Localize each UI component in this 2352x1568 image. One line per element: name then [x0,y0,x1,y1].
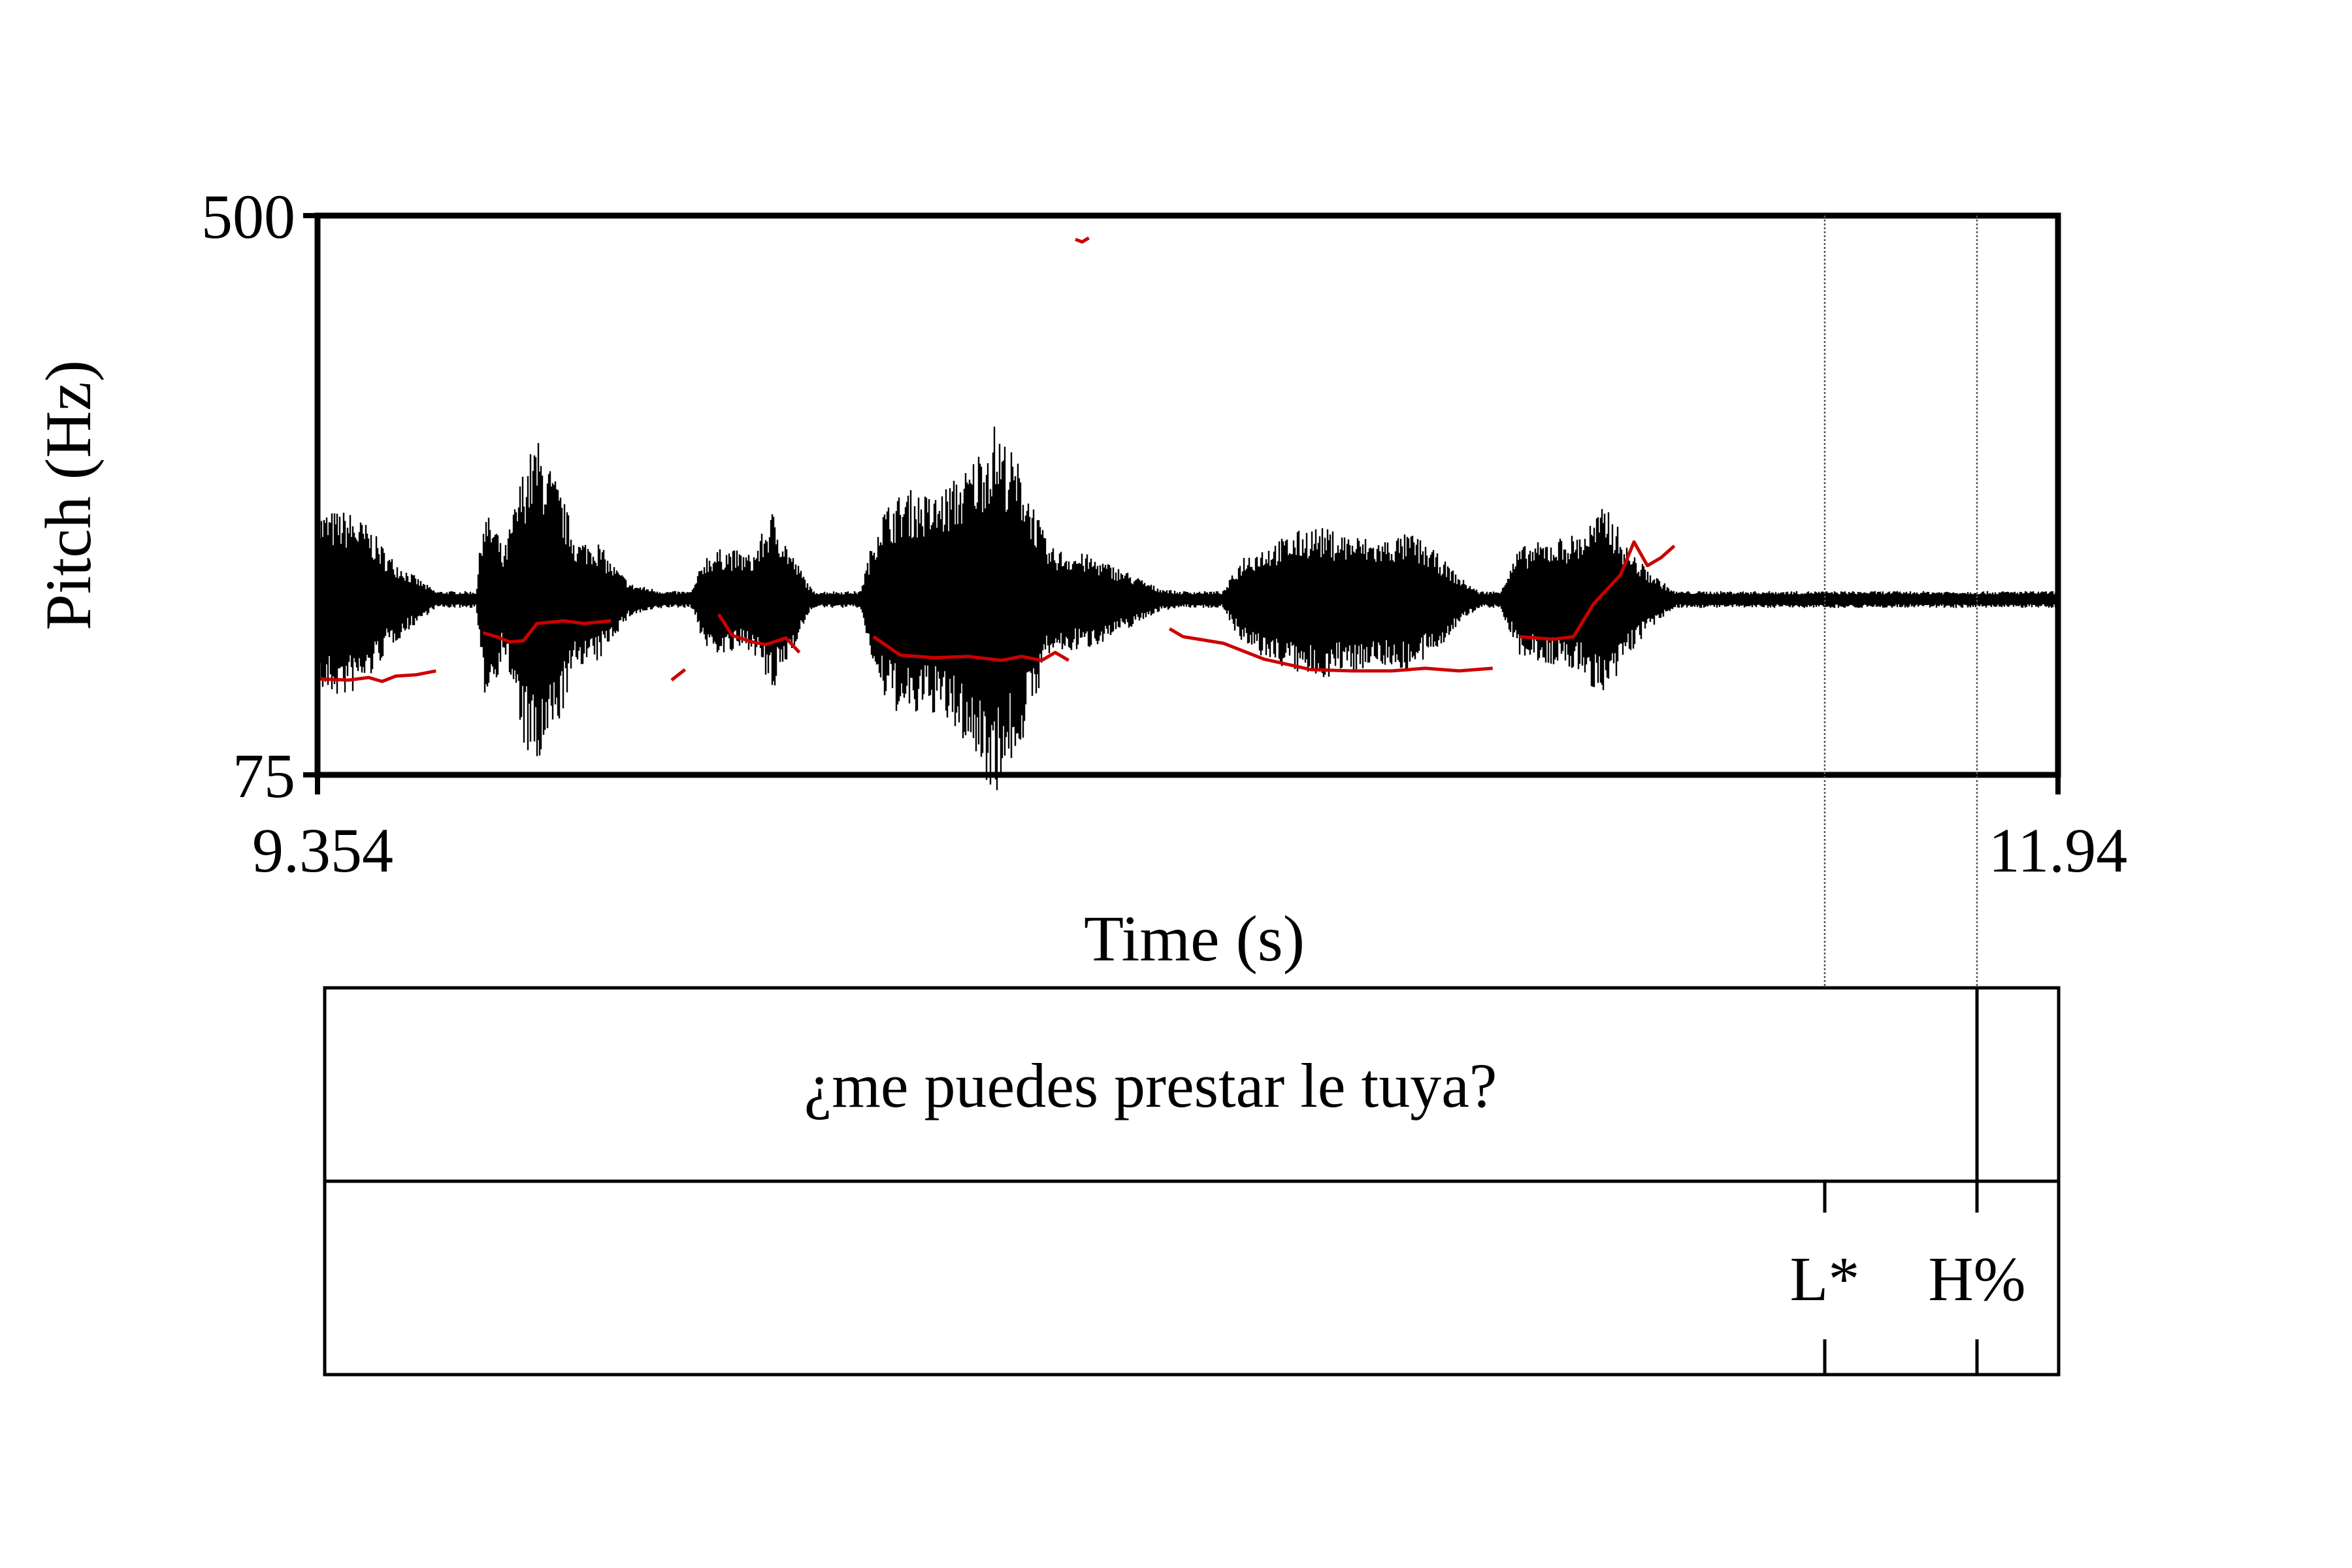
tier1-interval-text: ¿me puedes prestar le tuya? [804,1051,1497,1120]
pitch-track [318,237,1676,683]
x-axis-title: Time (s) [1084,902,1305,975]
pitch-segment-2 [482,619,612,644]
tier2-label-l-star: L* [1790,1244,1860,1314]
y-axis-title: Pitch (Hz) [32,360,105,630]
plot-frame [314,212,2061,778]
pitch-segment-6 [1075,237,1090,244]
pitch-segment-4 [717,613,801,654]
pitch-segment-8 [1519,540,1676,641]
tier2-label-h-percent: H% [1928,1244,2025,1314]
pitch-segment-5 [872,635,1070,662]
waveform-path [318,427,2058,791]
pitch-segment-7 [1168,627,1493,673]
x-tick-label-min: 9.354 [252,815,393,885]
y-tick-label-max: 500 [201,182,295,252]
y-tick-label-min: 75 [233,741,295,811]
x-tick-label-max: 11.94 [1989,815,2127,885]
waveform [318,427,2058,791]
pitch-segment-1 [318,669,436,683]
pitch-segment-3 [670,668,687,681]
